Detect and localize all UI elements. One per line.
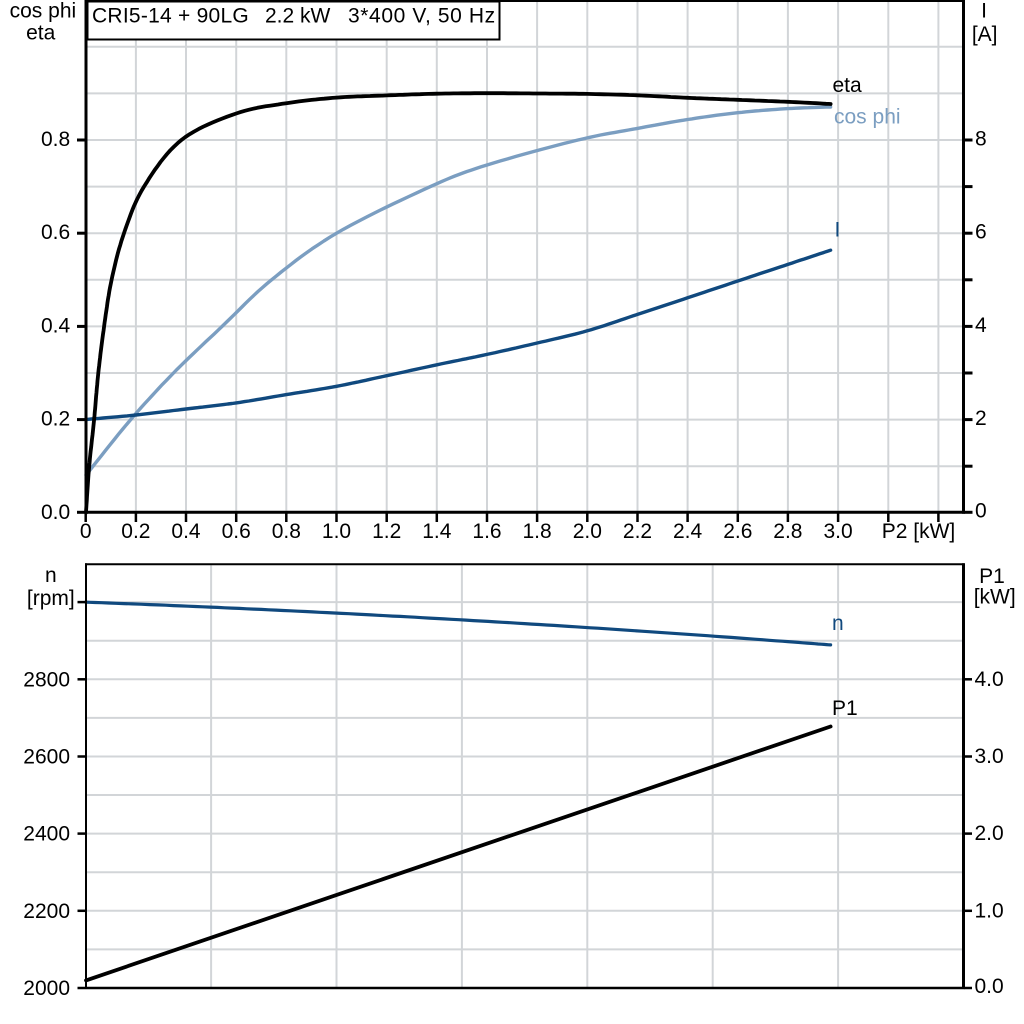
svg-text:2.8: 2.8 (773, 520, 802, 543)
svg-text:0.2: 0.2 (41, 408, 70, 431)
svg-text:3*400 V, 50 Hz: 3*400 V, 50 Hz (348, 4, 496, 27)
svg-text:I: I (981, 0, 987, 22)
svg-text:n: n (832, 612, 844, 635)
svg-text:cos phi: cos phi (10, 0, 77, 23)
svg-text:n: n (45, 564, 57, 587)
svg-text:2000: 2000 (23, 977, 70, 1000)
svg-text:3.0: 3.0 (823, 520, 852, 543)
svg-text:2: 2 (975, 407, 987, 430)
svg-text:0.2: 0.2 (121, 520, 150, 543)
svg-text:0.8: 0.8 (41, 128, 70, 151)
svg-text:2400: 2400 (23, 823, 70, 846)
svg-text:2.2 kW: 2.2 kW (265, 4, 331, 27)
svg-text:1.0: 1.0 (322, 520, 351, 543)
svg-text:P2 [kW]: P2 [kW] (882, 520, 956, 543)
svg-text:CRI5-14 + 90LG: CRI5-14 + 90LG (92, 4, 249, 27)
svg-text:I: I (835, 219, 841, 242)
svg-text:0.6: 0.6 (222, 520, 251, 543)
svg-text:8: 8 (975, 128, 987, 151)
svg-text:0: 0 (975, 499, 987, 522)
svg-text:cos phi: cos phi (834, 106, 901, 129)
svg-text:[kW]: [kW] (974, 586, 1016, 609)
svg-text:0.4: 0.4 (171, 520, 201, 543)
svg-text:0: 0 (80, 520, 92, 543)
svg-text:2.0: 2.0 (573, 520, 602, 543)
svg-text:2600: 2600 (23, 746, 70, 769)
svg-text:1.0: 1.0 (975, 899, 1004, 922)
svg-text:2200: 2200 (23, 900, 70, 923)
svg-text:eta: eta (26, 22, 56, 45)
svg-text:2800: 2800 (23, 668, 70, 691)
svg-text:1.8: 1.8 (522, 520, 551, 543)
svg-text:3.0: 3.0 (975, 745, 1004, 768)
svg-text:eta: eta (833, 74, 863, 97)
svg-text:1.6: 1.6 (472, 520, 501, 543)
svg-text:P1: P1 (979, 565, 1005, 588)
svg-text:2.6: 2.6 (723, 520, 752, 543)
svg-text:0.0: 0.0 (975, 975, 1004, 998)
svg-text:2.2: 2.2 (623, 520, 652, 543)
svg-text:0.0: 0.0 (41, 501, 70, 524)
svg-text:2.4: 2.4 (673, 520, 703, 543)
svg-text:1.2: 1.2 (372, 520, 401, 543)
svg-text:1.4: 1.4 (422, 520, 452, 543)
svg-text:4.0: 4.0 (975, 668, 1004, 691)
svg-text:[rpm]: [rpm] (27, 587, 75, 610)
svg-text:4: 4 (975, 314, 987, 337)
svg-text:0.8: 0.8 (272, 520, 301, 543)
svg-text:P1: P1 (832, 697, 858, 720)
svg-text:[A]: [A] (972, 23, 998, 46)
svg-text:6: 6 (975, 221, 987, 244)
svg-text:0.4: 0.4 (41, 314, 71, 337)
svg-text:2.0: 2.0 (975, 822, 1004, 845)
svg-text:0.6: 0.6 (41, 221, 70, 244)
